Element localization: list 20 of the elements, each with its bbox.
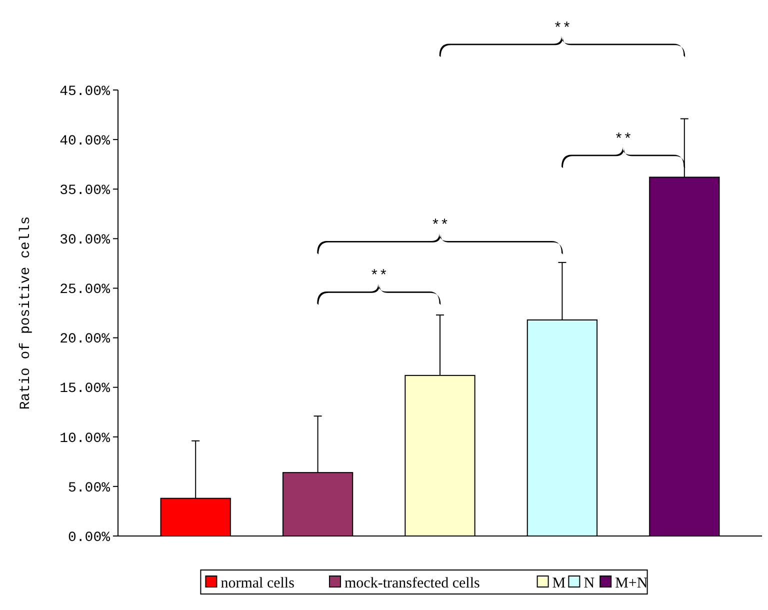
y-tick-label: 20.00%: [60, 332, 111, 348]
legend-label: mock-transfected cells: [344, 575, 480, 592]
y-tick-label: 25.00%: [60, 282, 111, 298]
annotation: **: [614, 131, 632, 148]
y-tick-label: 15.00%: [60, 381, 111, 398]
y-tick-label: 5.00%: [68, 480, 111, 496]
text: **: [553, 20, 572, 38]
y-tick-label: 40.00%: [60, 133, 111, 150]
annotation: **: [370, 268, 388, 286]
y-tick-label: 30.00%: [60, 232, 111, 249]
y-axis-title: Ratio of positive cells: [18, 216, 34, 410]
y-tick-label: 45.00%: [60, 84, 111, 100]
legend-label: normal cells: [220, 575, 295, 592]
legend-label: M+N: [615, 575, 648, 592]
legend-label: M: [552, 575, 566, 592]
y-tick-label: 0.00%: [68, 530, 111, 546]
y-tick-label: 35.00%: [60, 183, 111, 200]
legend-label: N: [584, 575, 595, 592]
y-tick-label: 10.00%: [60, 430, 111, 447]
annotation: **: [430, 218, 450, 235]
